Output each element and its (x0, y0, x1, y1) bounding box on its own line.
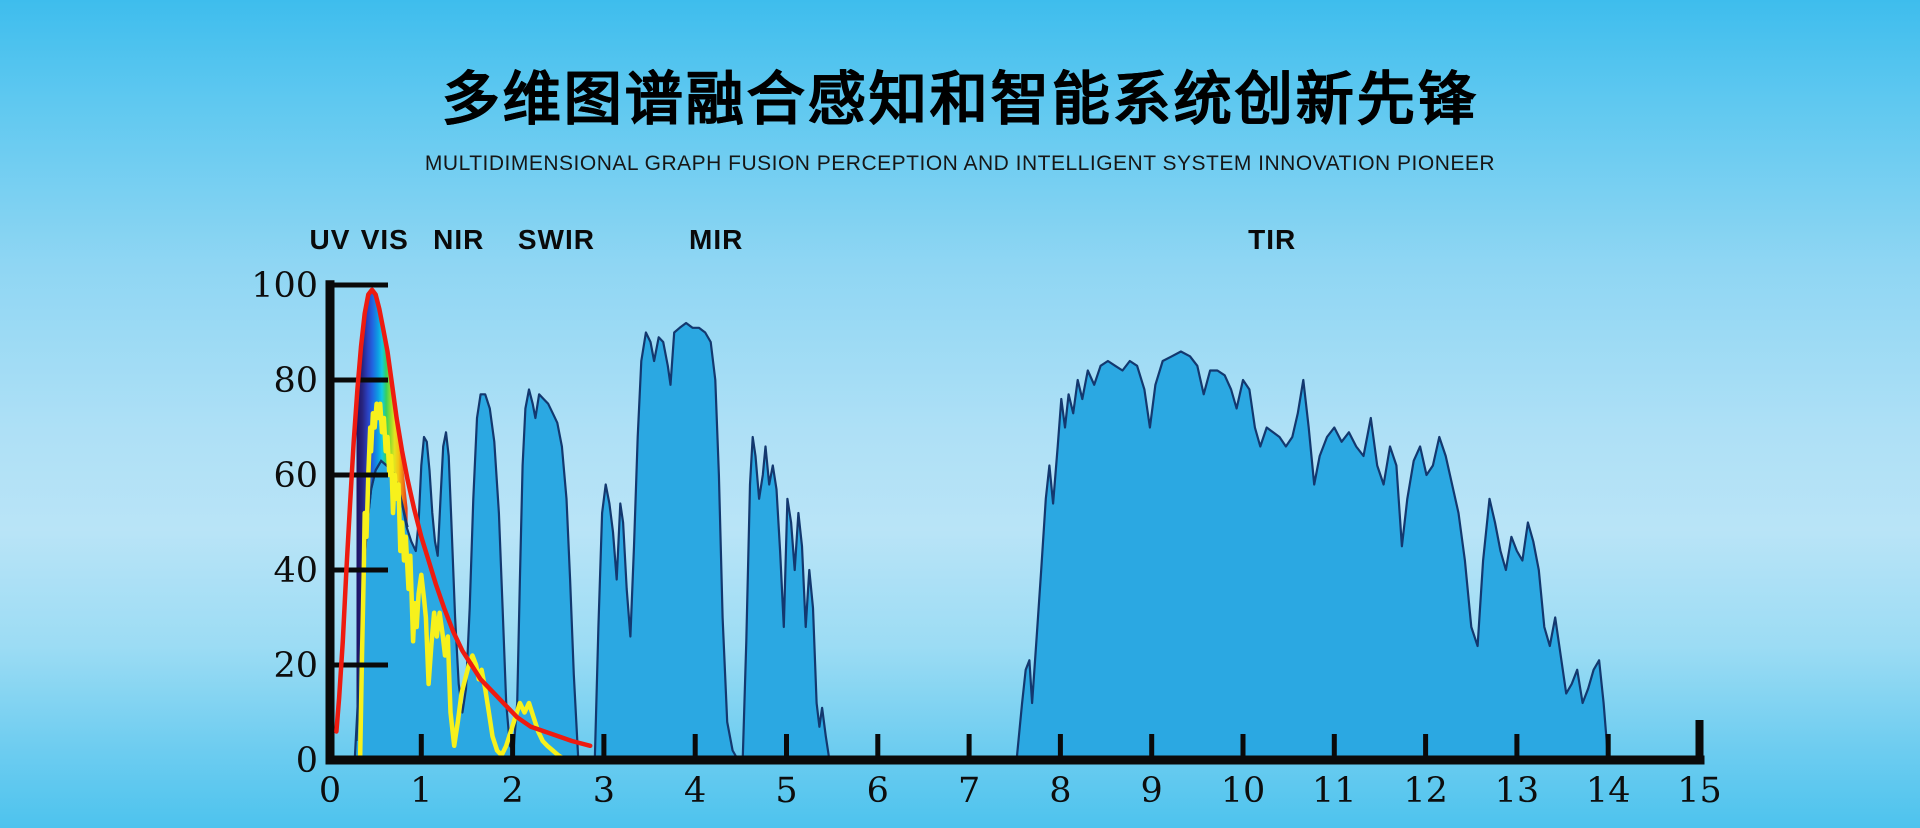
band-label-swir: SWIR (517, 224, 595, 255)
x-tick-label: 15 (1677, 771, 1722, 811)
x-tick-label: 0 (319, 771, 341, 811)
page-subtitle: MULTIDIMENSIONAL GRAPH FUSION PERCEPTION… (424, 152, 1496, 175)
transmission-window-area (741, 435, 831, 762)
page-title: 多维图谱融合感知和智能系统创新先锋 (441, 67, 1479, 132)
transmission-window-area (1015, 350, 1610, 762)
visible-spectrum-rainbow-area (356, 289, 408, 741)
y-tick-label: 0 (296, 741, 318, 781)
blackbody-envelope-curve (334, 287, 593, 749)
band-label-vis: VIS (360, 224, 409, 255)
x-tick-label: 8 (1049, 771, 1071, 811)
y-tick-label: 40 (273, 551, 318, 591)
x-tick-label: 1 (410, 771, 432, 811)
y-tick-label: 60 (273, 456, 318, 496)
x-tick-label: 5 (775, 771, 797, 811)
x-tick-label: 11 (1312, 771, 1357, 811)
x-tick-label: 7 (958, 771, 980, 811)
y-tick-label: 20 (273, 646, 318, 686)
x-tick-label: 9 (1141, 771, 1163, 811)
x-tick-label: 13 (1495, 771, 1540, 811)
band-label-tir: TIR (1248, 224, 1297, 255)
ground-solar-spectrum-curve (357, 401, 568, 763)
band-label-nir: NIR (433, 224, 485, 255)
transmission-window-area (593, 321, 740, 762)
band-label-uv: UV (309, 224, 351, 255)
band-label-mir: MIR (689, 224, 744, 255)
y-tick-label: 100 (251, 266, 318, 306)
x-tick-label: 6 (867, 771, 889, 811)
x-tick-label: 10 (1221, 771, 1266, 811)
x-tick-label: 12 (1403, 771, 1448, 811)
x-tick-label: 2 (501, 771, 523, 811)
x-tick-label: 4 (684, 771, 706, 811)
x-tick-label: 3 (593, 771, 615, 811)
x-tick-label: 14 (1586, 771, 1631, 811)
y-tick-label: 80 (273, 361, 318, 401)
